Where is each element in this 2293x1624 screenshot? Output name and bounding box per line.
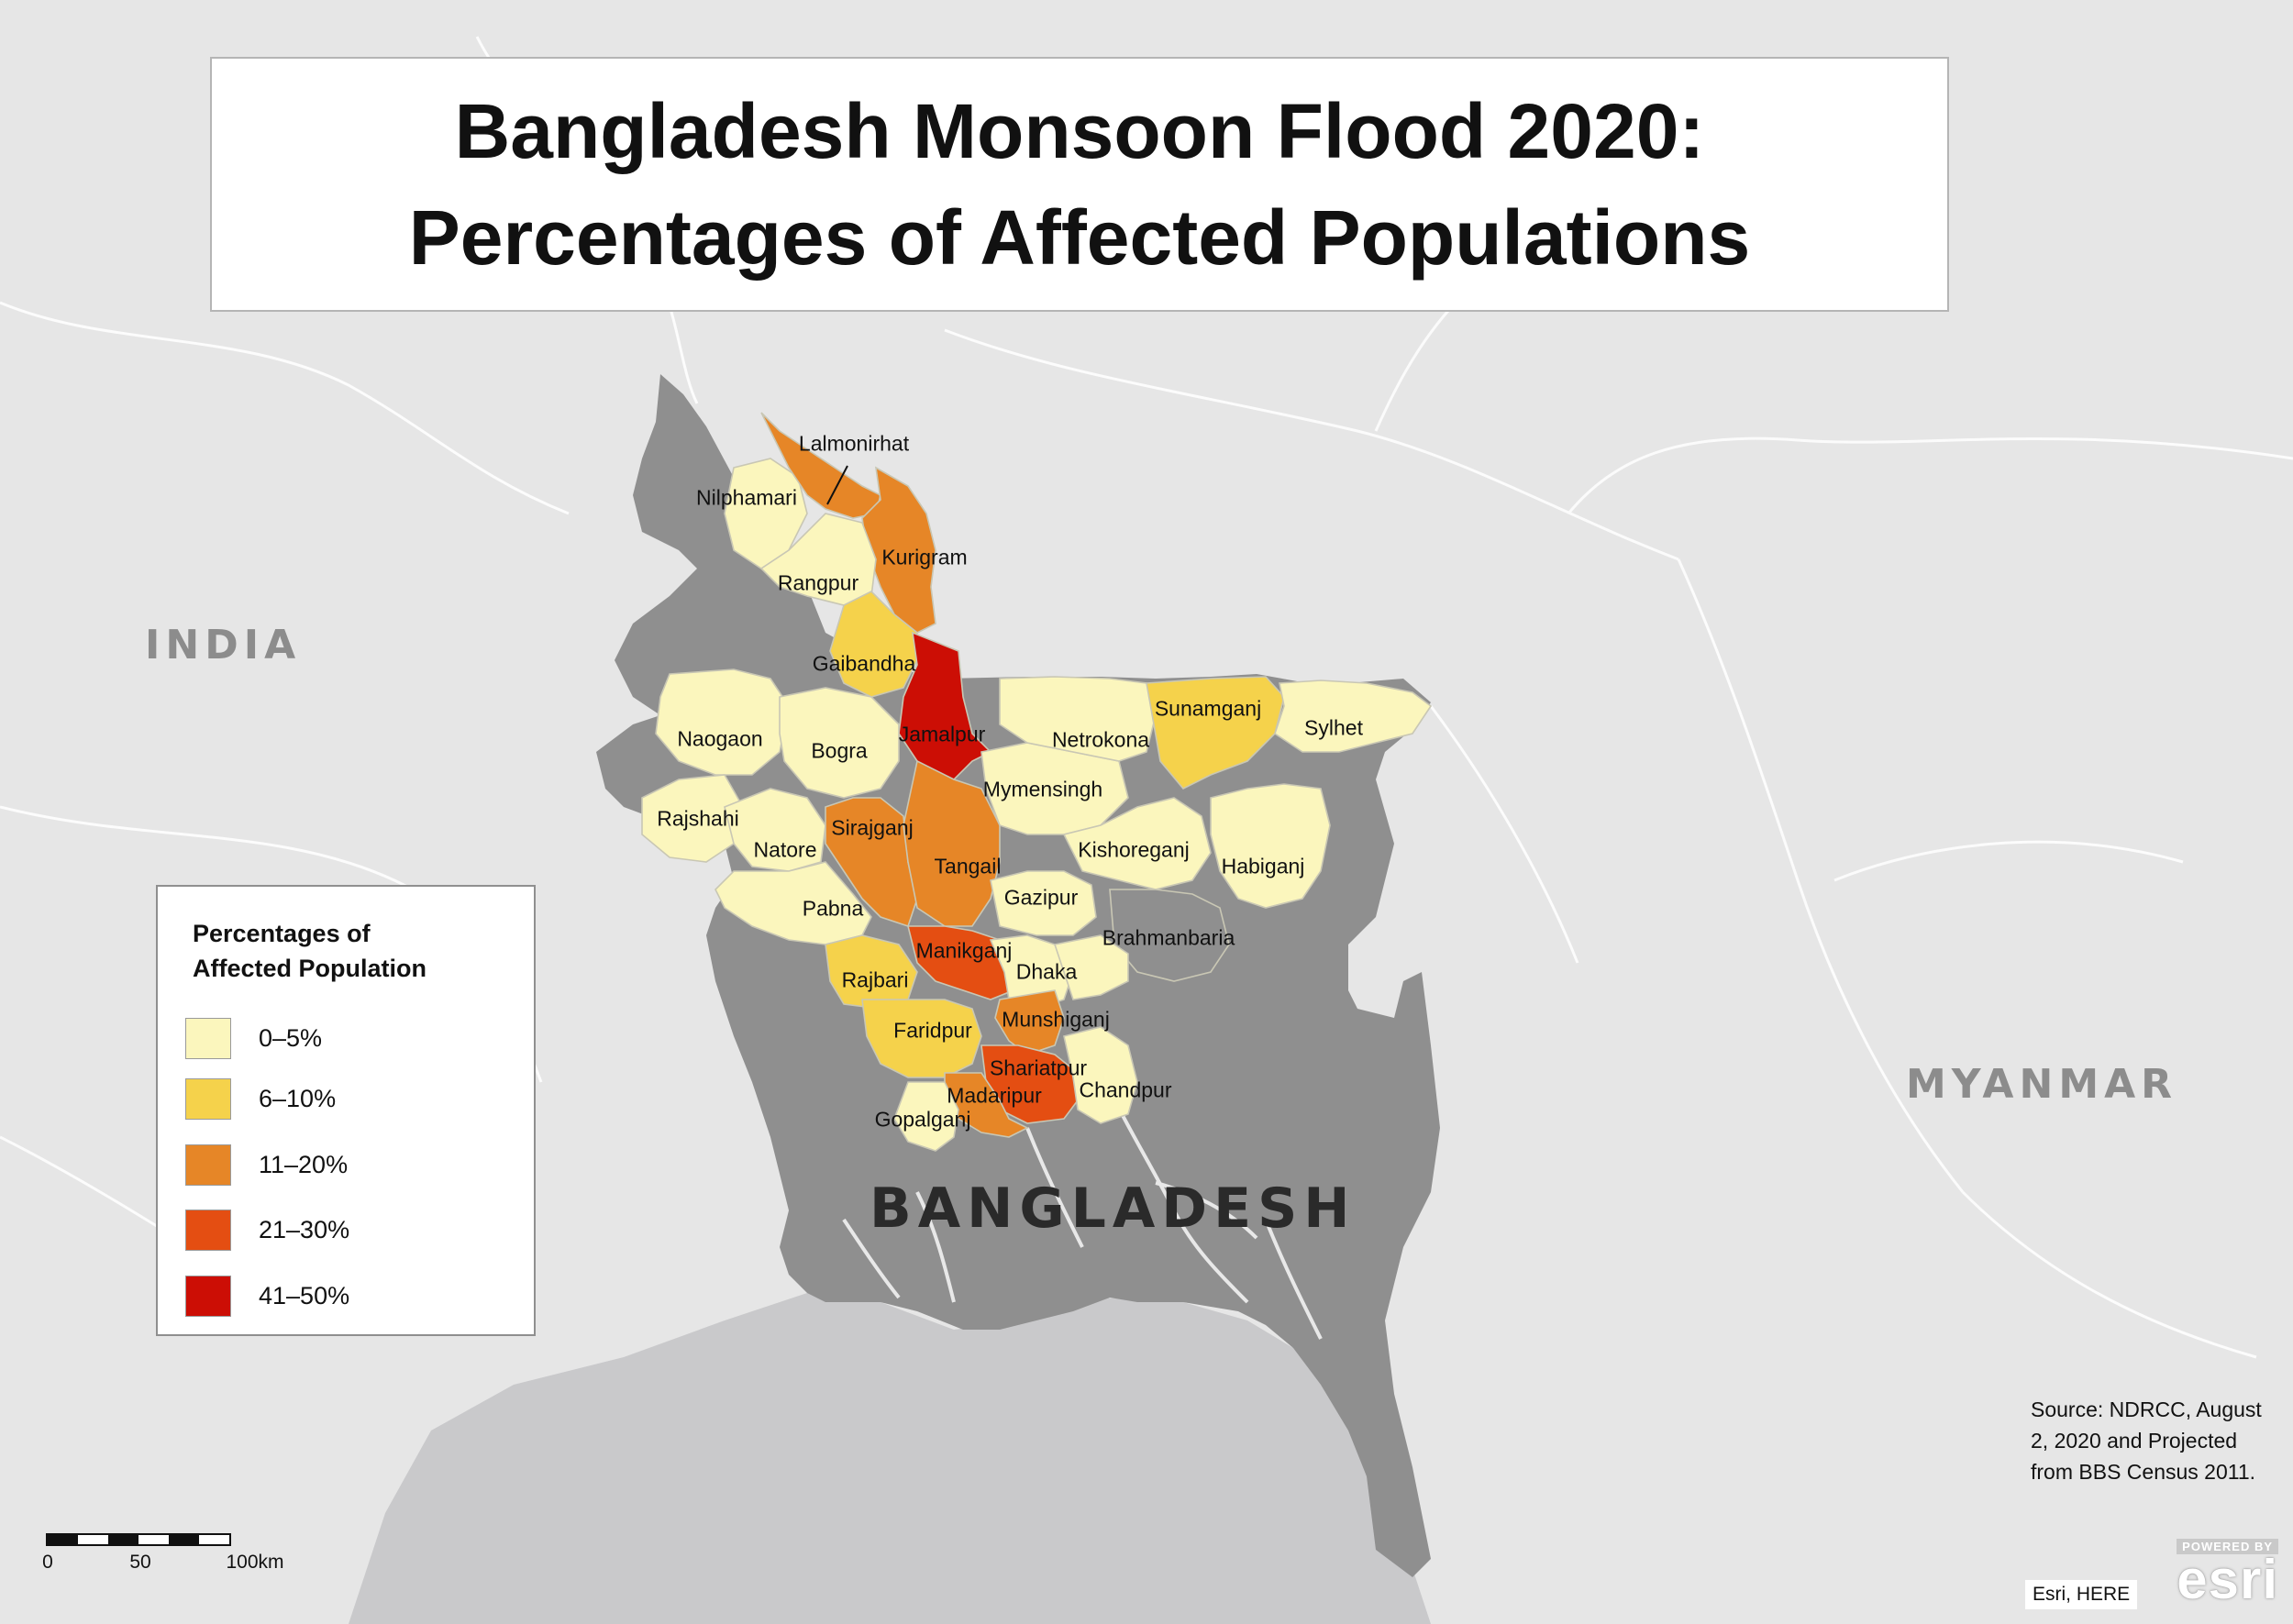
lalmonirhat-leader [826,465,848,505]
district-label: Naogaon [677,726,763,751]
district-gaibandha [829,591,918,698]
legend-title-line-1: Percentages of [193,920,371,947]
district-label: Faridpur [893,1018,972,1043]
district-rangpur [759,513,877,606]
district-sunamganj [1146,676,1285,790]
district-label: Munshiganj [1002,1007,1110,1032]
district-sylhet [1274,679,1433,753]
legend-label: 21–30% [259,1215,350,1243]
district-kishoreganj [1062,797,1212,890]
district-label: Jamalpur [898,722,986,746]
district-label: Pabna [802,896,864,921]
legend-label: 6–10% [259,1084,337,1112]
district-label: Rajbari [841,967,909,992]
legend-label: 41–50% [259,1281,350,1309]
district-label: Sunamganj [1154,696,1262,721]
district-label: Rajshahi [657,806,739,831]
country-label-bangladesh: BANGLADESH [870,1177,1357,1241]
district-label: Rangpur [777,570,859,595]
scale-segment [199,1535,229,1544]
scale-tick-label: 100km [226,1552,284,1573]
legend-title-line-2: Affected Population [193,955,426,982]
legend-label: 0–5% [259,1023,323,1052]
district-label: Netrokona [1051,727,1150,752]
district-label: Mymensingh [982,777,1103,801]
district-label: Chandpur [1079,1077,1172,1102]
district-label: Manikganj [915,938,1013,963]
district-narayanganj-area [1053,934,1129,1000]
scale-segment [108,1535,138,1544]
district-gazipur [990,870,1097,936]
district-munshiganj [994,989,1065,1055]
legend-row: 41–50% [185,1274,349,1318]
legend-swatch [185,1275,231,1317]
district-label: Kishoreganj [1078,837,1190,862]
district-tangail [903,759,1001,927]
district-sirajganj [825,797,918,928]
scale-segment [138,1535,169,1544]
district-label: Nilphamari [696,485,797,510]
district-label: Habiganj [1221,854,1305,878]
district-label: Gazipur [1003,885,1079,910]
district-label: Dhaka [1015,959,1078,984]
district-label: Gopalganj [874,1107,971,1132]
legend-swatch [185,1017,231,1059]
legend-row: 11–20% [185,1143,348,1187]
attribution[interactable]: Esri, HERE [2025,1580,2138,1609]
district-naogaon [655,668,790,776]
legend-row: 21–30% [185,1208,349,1252]
district-label: Sirajganj [831,815,914,840]
district-polygons [641,412,1433,1152]
map-title: Bangladesh Monsoon Flood 2020: Percentag… [210,57,1949,312]
legend-swatch [185,1209,231,1251]
district-label: Shariatpur [989,1055,1088,1080]
district-label: Gaibandha [812,651,916,676]
rivers [842,1044,1323,1340]
district-label: Kurigram [881,545,968,569]
legend-swatch [185,1077,231,1120]
legend: Percentages of Affected Population 0–5% … [156,885,536,1336]
district-label: Sylhet [1304,715,1363,740]
scale-tick-label: 50 [129,1552,151,1573]
source-note: Source: NDRCC, August 2, 2020 and Projec… [2031,1398,2262,1484]
district-netrokona [999,676,1157,762]
legend-row: 6–10% [185,1077,336,1121]
district-faridpur [861,999,982,1078]
esri-wordmark: esri [2177,1549,2278,1610]
district-label: Natore [753,837,817,862]
title-line-2: Percentages of Affected Populations [408,194,1751,281]
scale-track [46,1533,231,1546]
esri-powered-by: POWERED BY [2177,1539,2278,1554]
district-chandpur [1063,1026,1138,1124]
scale-segment [169,1535,199,1544]
district-bogra [779,687,900,799]
country-label-myanmar: MYANMAR [1906,1061,2178,1108]
district-label: Bogra [811,738,868,763]
district-label: Tangail [934,854,1002,878]
legend-title: Percentages of Affected Population [193,916,426,986]
district-label: Brahmanbaria [1102,925,1235,950]
legend-label: 11–20% [259,1150,349,1178]
district-label: Madaripur [947,1083,1042,1108]
district-natore [724,788,826,872]
esri-logo[interactable]: POWERED BY esri [2154,1539,2278,1612]
legend-swatch [185,1143,231,1186]
scale-bar: 0 50 100km [42,1533,294,1588]
scale-segment [48,1535,78,1544]
bay-of-bengal [349,1293,1431,1624]
country-label-india: INDIA [145,622,302,668]
district-gopalganj [893,1081,959,1152]
district-habiganj [1210,783,1331,909]
scale-tick-label: 0 [42,1552,53,1573]
legend-row: 0–5% [185,1016,322,1060]
scale-segment [78,1535,108,1544]
district-label: Lalmonirhat [798,431,910,456]
title-line-1: Bangladesh Monsoon Flood 2020: [454,88,1705,174]
